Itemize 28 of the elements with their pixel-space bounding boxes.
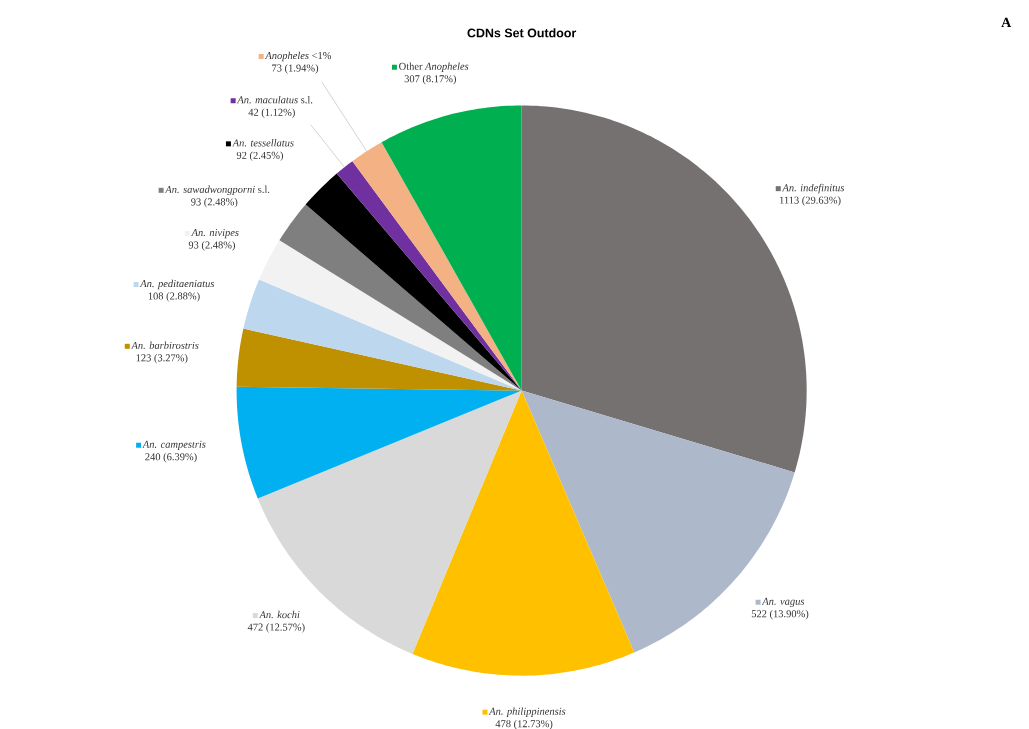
chart-title: CDNs Set Outdoor bbox=[467, 28, 577, 38]
data-label: 472 (12.57%) bbox=[247, 623, 305, 633]
data-label: 478 (12.73%) bbox=[495, 719, 553, 729]
legend-label: An. peditaeniatus bbox=[139, 279, 215, 290]
data-label: 92 (2.45%) bbox=[236, 151, 284, 161]
data-label: 93 (2.48%) bbox=[191, 197, 238, 208]
slice-label: An. vagus bbox=[761, 597, 805, 607]
data-label: 73 (1.94%) bbox=[272, 64, 319, 74]
data-label: 1113 (29.63%) bbox=[779, 196, 841, 206]
slice-label: An. philippinensis bbox=[488, 707, 566, 717]
data-label: 123 (3.27%) bbox=[136, 353, 188, 364]
legend-label: An. barbirostris bbox=[130, 341, 199, 349]
legend-label: An. campestris bbox=[142, 440, 206, 450]
data-label: 307 (8.17%) bbox=[404, 74, 456, 85]
legend-label: An. tessellatus bbox=[232, 138, 294, 147]
text: A bbox=[1001, 17, 1012, 27]
legend-label: An. maculatus s.l. bbox=[236, 95, 313, 104]
data-label: 93 (2.48%) bbox=[188, 241, 235, 251]
legend-label: An. nivipes bbox=[191, 228, 239, 239]
data-label: 240 (6.39%) bbox=[145, 452, 197, 463]
legend-label: Anopheles <1% bbox=[264, 51, 332, 62]
legend-label: Other Anopheles bbox=[399, 62, 469, 72]
legend-label: An. kochi bbox=[258, 610, 300, 619]
data-label: 42 (1.12%) bbox=[248, 108, 295, 118]
data-label: 108 (2.88%) bbox=[148, 292, 200, 302]
legend-label: An. indefinitus bbox=[781, 183, 845, 194]
legend-label: An. sawadwongporni s.l. bbox=[164, 185, 270, 195]
data-label: 522 (13.90%) bbox=[751, 609, 809, 620]
